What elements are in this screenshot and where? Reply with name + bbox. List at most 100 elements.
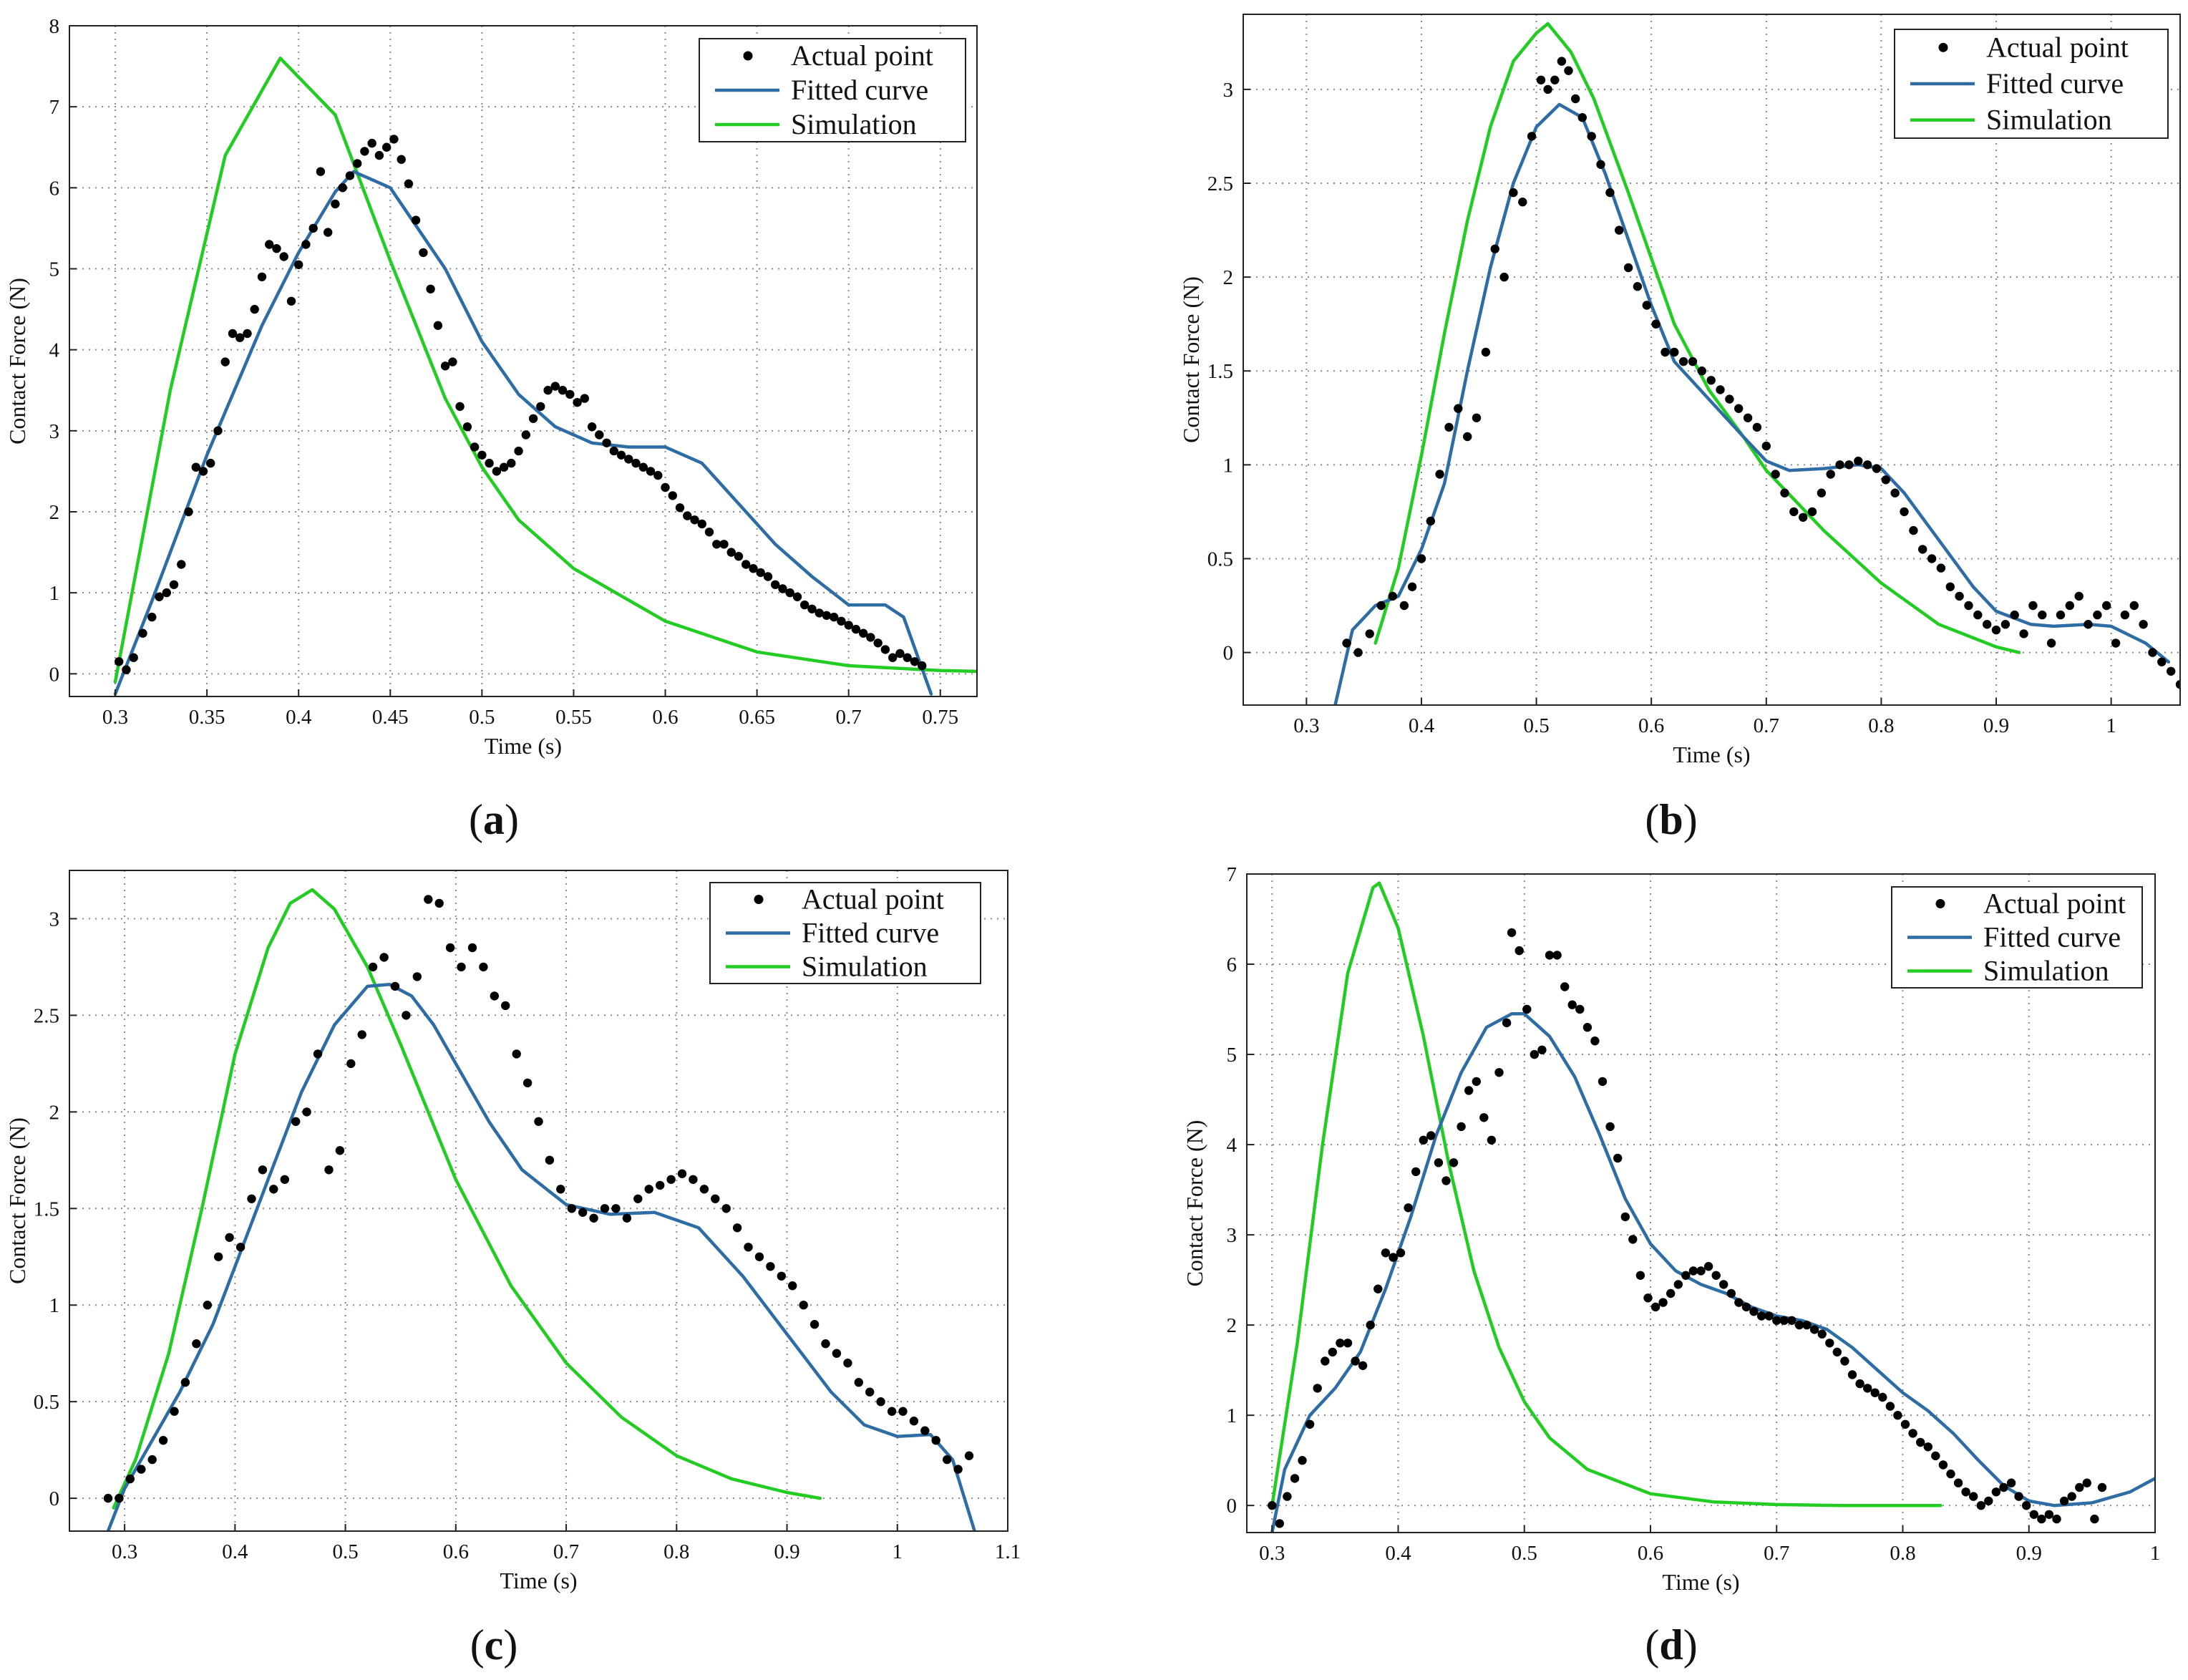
x-tick-label: 0.7 [553, 1540, 579, 1563]
actual-point-point [1650, 1302, 1661, 1312]
y-tick-label: 3 [49, 908, 60, 931]
actual-point-point [644, 1185, 653, 1194]
actual-point-point [1697, 366, 1706, 376]
actual-point-point [1734, 404, 1744, 413]
actual-point-point [1900, 507, 1909, 517]
actual-point-point [1756, 1311, 1766, 1321]
actual-point-point [1411, 1167, 1421, 1177]
actual-point-point [1826, 470, 1835, 479]
actual-point-point [910, 657, 920, 666]
x-axis-label: Time (s) [500, 1568, 577, 1593]
x-tick-label: 0.8 [663, 1540, 689, 1563]
actual-point-point [1577, 113, 1587, 122]
actual-point-point [1643, 1293, 1653, 1303]
actual-point-point [522, 1078, 533, 1088]
legend: Actual point Fitted curve Simulation [1894, 29, 2169, 139]
x-tick-label: 0.5 [1512, 1542, 1537, 1565]
y-tick-label: 0 [1227, 1495, 1238, 1518]
actual-point-point [345, 171, 355, 180]
actual-point-point [595, 430, 604, 440]
actual-point-point [434, 898, 444, 908]
actual-point-point [587, 422, 597, 432]
actual-point-point [580, 394, 589, 403]
axes-frame [1246, 873, 2156, 1533]
actual-point-point [602, 438, 611, 447]
actual-point-point [859, 628, 868, 638]
actual-point-point [2093, 610, 2102, 620]
actual-point-point [302, 1107, 311, 1117]
actual-point-point [704, 528, 714, 537]
actual-point-point [558, 386, 568, 395]
actual-point-point [898, 1407, 908, 1416]
actual-point-point [286, 296, 296, 306]
actual-point-point [1527, 132, 1537, 141]
actual-point-point [1961, 1487, 1970, 1497]
y-tick-label: 1 [1227, 1404, 1238, 1427]
actual-point-point [467, 943, 477, 953]
actual-point-point [1983, 620, 1992, 629]
actual-point-point [631, 458, 641, 468]
actual-point-point [1358, 1361, 1368, 1371]
actual-point-point [943, 1455, 952, 1465]
fitted-curve-line [106, 982, 976, 1531]
actual-point-point [1509, 188, 1518, 198]
actual-point-point [1825, 1339, 1834, 1348]
actual-point-point [440, 361, 450, 371]
actual-point-point [1666, 1288, 1676, 1298]
actual-point-point [426, 284, 435, 293]
x-tick-label: 0.55 [555, 706, 592, 729]
actual-point-point [1688, 356, 1698, 366]
actual-point-point [1761, 441, 1771, 451]
x-tick-label: 0.35 [189, 706, 225, 729]
actual-point-point [1575, 1004, 1585, 1014]
actual-point-point [1472, 413, 1482, 422]
actual-point-point [2139, 620, 2148, 629]
actual-point-point [578, 1208, 588, 1217]
actual-point-point [2075, 1482, 2084, 1492]
x-tick-label: 0.4 [286, 706, 312, 729]
actual-point-point [1678, 356, 1688, 366]
y-tick-label: 0.5 [1207, 548, 1233, 570]
actual-point-point [909, 1417, 919, 1426]
x-axis-label: Time (s) [1673, 742, 1750, 767]
actual-point-point [470, 442, 480, 452]
actual-point-point [2120, 610, 2130, 620]
actual-point-point [512, 1049, 521, 1059]
x-tick-label: 1 [2150, 1542, 2161, 1565]
actual-point-point [138, 628, 147, 638]
actual-point-point [103, 1493, 113, 1503]
actual-point-point [1507, 928, 1517, 938]
x-tick-label: 0.4 [1385, 1542, 1411, 1565]
y-tick-label: 1 [49, 582, 60, 605]
actual-point-point [895, 649, 905, 659]
y-tick-label: 0 [49, 663, 60, 686]
actual-point-point [1268, 1501, 1277, 1510]
actual-point-point [866, 633, 875, 642]
actual-point-point [125, 1474, 135, 1484]
actual-point-point [1787, 1316, 1796, 1326]
actual-point-point [1494, 1068, 1504, 1077]
actual-point-point [1518, 198, 1527, 207]
actual-point-point [1749, 1307, 1759, 1316]
actual-point-point [1976, 1501, 1985, 1510]
actual-point-point [280, 1175, 289, 1185]
actual-point-point [1454, 404, 1463, 413]
y-tick-label: 1.5 [1207, 360, 1233, 383]
actual-point-point [1953, 1478, 1963, 1487]
actual-point-point [1463, 432, 1472, 442]
legend-simulation-label: Simulation [1983, 955, 2109, 987]
y-tick-label: 7 [1227, 863, 1238, 886]
x-tick-label: 0.3 [1259, 1542, 1285, 1565]
legend-actual-point-marker [754, 895, 764, 904]
actual-point-point [763, 572, 773, 581]
actual-point-point [656, 1180, 665, 1190]
actual-point-point [1389, 1253, 1398, 1262]
actual-point-point [1444, 422, 1454, 432]
actual-point-point [536, 402, 545, 412]
actual-point-point [269, 1185, 278, 1194]
legend-actual-point-label: Actual point [791, 39, 933, 72]
actual-point-point [1681, 1271, 1691, 1281]
actual-point-point [158, 1436, 168, 1445]
actual-point-point [1404, 1203, 1413, 1213]
actual-point-point [2082, 1478, 2091, 1487]
